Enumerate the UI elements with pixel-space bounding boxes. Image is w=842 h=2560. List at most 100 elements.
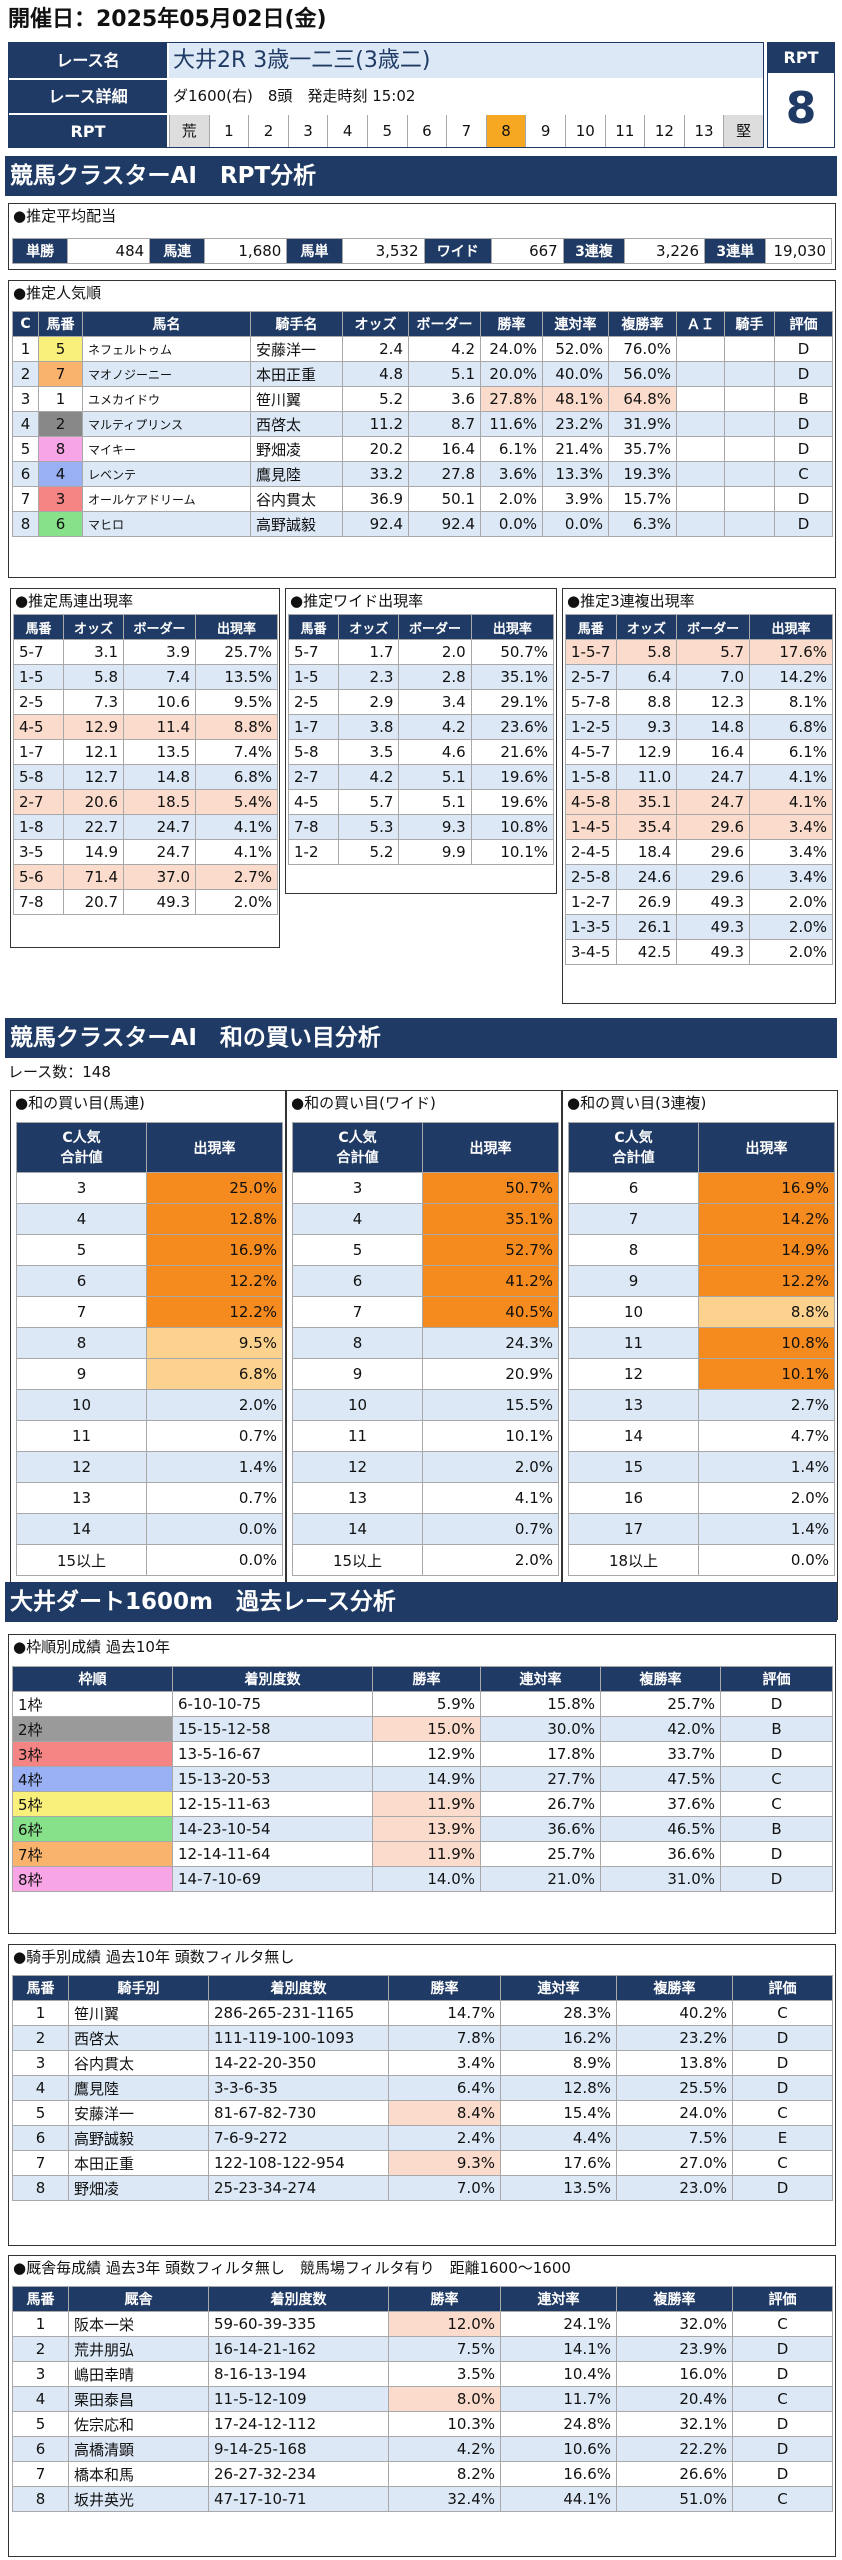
table-cell: 23.9% [616,2336,733,2362]
sum-umaren-header: ●和の買い目(馬連) [15,1094,145,1112]
table-row: 1-5-8 11.0 24.7 4.1% [565,764,833,790]
table-cell: 高野誠毅 [68,2125,209,2151]
table-cell: 安藤洋一 [250,336,343,362]
table-cell: 14.9 [63,839,124,865]
table-cell: 5.8 [63,664,124,690]
payout-value: 3,532 [341,238,425,264]
table-cell: 6.1% [749,739,833,765]
table-cell: 4.6 [398,739,472,765]
table-cell: 4 [12,411,39,437]
column-header: 騎手別 [68,1975,209,2001]
table-cell: 10 [568,1296,699,1328]
table-cell: 81-67-82-730 [208,2100,389,2126]
table-cell: 2.0% [749,939,833,965]
date-header: 開催日：2025年05月02日(金) [8,7,327,32]
table-cell: 10.8% [698,1327,835,1359]
table-cell: 10 [292,1389,423,1421]
table-row: 1-7 3.8 4.2 23.6% [287,714,555,740]
table-row: 3 50.7% [292,1172,559,1204]
table-row: 9 12.2% [568,1265,835,1297]
table-cell: 3.5% [388,2361,501,2387]
column-header: 着別度数 [172,1666,373,1692]
table-cell: 2-5 [287,689,340,715]
column-header: 勝率 [372,1666,481,1692]
table-row: 5-7-8 8.8 12.3 8.1% [565,689,833,715]
race-detail-label: レース詳細 [9,79,167,113]
table-cell: 0.7% [146,1482,283,1514]
table-cell: 6 [12,2436,69,2462]
rpt-gate-cell: 5 [366,115,407,147]
payout-value: 484 [67,238,151,264]
race-name: 大井2R 3歳一二三(3歳二) [169,43,763,78]
table-cell: 15.0% [372,1716,481,1742]
column-header: 出現率 [195,614,278,640]
table-row: 16 2.0% [568,1482,835,1514]
table-cell: 9.5% [146,1327,283,1359]
table-row: 5-7 3.1 3.9 25.7% [13,639,278,665]
table-cell: 4.8 [342,361,409,387]
column-header: 出現率 [698,1122,835,1173]
table-cell: 7.0 [676,664,751,690]
table-cell: 2.7% [698,1389,835,1421]
table-cell: 荒井朋弘 [68,2336,209,2362]
table-cell [724,461,775,487]
table-cell: 1 [38,386,83,412]
table-cell: 24.7 [123,814,196,840]
table-cell: 2-5 [13,689,64,715]
table-cell: 4-5 [13,714,64,740]
table-cell: 15.4% [500,2100,617,2126]
table-cell: 27.8 [408,461,481,487]
table-cell: 5.4% [195,789,278,815]
table-cell: 6.1% [480,436,543,462]
table-cell: 3.9 [123,639,196,665]
table-row: 6 16.9% [568,1172,835,1204]
table-cell: マヒロ [82,511,251,537]
table-row: 2-5-7 6.4 7.0 14.2% [565,664,833,690]
table-cell: 1-2-7 [565,889,617,915]
table-row: 8 坂井英光 47-17-10-71 32.4% 44.1% 51.0% C [12,2486,833,2512]
table-cell [724,336,775,362]
table-cell: 8.7 [408,411,481,437]
umaren-header: ●推定馬連出現率 [15,592,134,610]
table-cell: 2.8 [398,664,472,690]
table-cell [676,361,725,387]
section-sum-title: 競馬クラスターAI 和の買い目分析 [5,1018,837,1058]
table-cell: E [732,2125,833,2151]
table-row: 2-7 4.2 5.1 19.6% [287,764,555,790]
table-cell: 3.1 [63,639,124,665]
table-row: 1-5 2.3 2.8 35.1% [287,664,555,690]
table-cell: 12.8% [146,1203,283,1235]
table-cell: 14 [16,1513,147,1545]
table-cell: 20.0% [480,361,543,387]
table-cell: 2.0% [480,486,543,512]
table-cell: 8.4% [388,2100,501,2126]
table-row: 15以上 2.0% [292,1544,559,1576]
table-cell: 36.9 [342,486,409,512]
table-row: 6 12.2% [16,1265,283,1297]
table-row: 7 14.2% [568,1203,835,1235]
column-header-line: 合計値 [336,1149,379,1166]
column-header: 勝率 [388,1975,501,2001]
table-row: 8 14.9% [568,1234,835,1266]
table-row: 18以上 0.0% [568,1544,835,1576]
table-cell: 13-5-16-67 [172,1741,373,1767]
table-row: 11 0.7% [16,1420,283,1452]
table-cell: 2.0 [398,639,472,665]
table-cell: 5.8 [615,639,678,665]
table-cell: 10.8% [470,814,555,840]
column-header: オッズ [615,614,678,640]
table-cell: 23.6% [470,714,555,740]
column-header: 勝率 [480,311,543,337]
table-cell: 2枠 [12,1716,173,1742]
table-cell: 15.7% [608,486,677,512]
table-cell: 11 [292,1420,423,1452]
table-header-row: 馬番 オッズ ボーダー 出現率 [13,614,278,640]
rpt-value: 8 [785,83,817,134]
table-cell: C [774,461,833,487]
table-row: 5-8 3.5 4.6 21.6% [287,739,555,765]
table-row: 10 15.5% [292,1389,559,1421]
table-cell: 5-8 [287,739,340,765]
table-cell: 1-4-5 [565,814,617,840]
column-header: C人気 合計値 [292,1122,423,1173]
table-cell: 35.1% [422,1203,559,1235]
